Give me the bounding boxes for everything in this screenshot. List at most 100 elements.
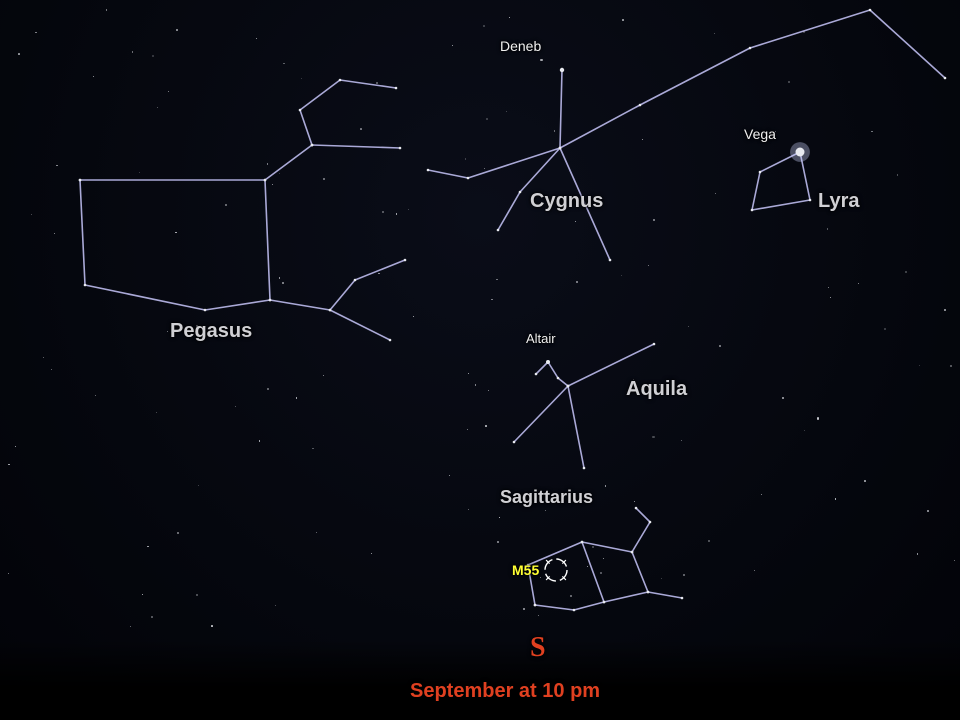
background-star	[897, 174, 899, 176]
background-star	[267, 388, 269, 390]
background-star	[54, 233, 55, 234]
vertex-star	[399, 147, 402, 150]
vertex-star	[944, 77, 947, 80]
background-star	[827, 228, 828, 229]
constellation-lines-layer	[0, 0, 960, 720]
background-star	[235, 406, 236, 407]
background-star	[139, 172, 140, 173]
vertex-star	[647, 591, 650, 594]
named-star-vega	[796, 148, 805, 157]
background-star	[376, 82, 378, 84]
background-star	[484, 168, 485, 169]
vertex-star	[311, 144, 314, 147]
background-star	[468, 373, 469, 374]
background-star	[509, 17, 510, 18]
vertex-star	[751, 209, 754, 212]
dso-label-m55: M55	[512, 562, 539, 578]
vertex-star	[631, 551, 634, 554]
background-star	[378, 273, 379, 274]
vertex-star	[603, 601, 606, 604]
background-star	[396, 213, 397, 214]
background-star	[142, 594, 143, 595]
star-chart: PegasusCygnusLyraAquilaSagittariusDenebV…	[0, 0, 960, 720]
vertex-star	[609, 259, 612, 262]
background-star	[272, 184, 273, 185]
background-star	[106, 9, 107, 10]
constellation-label-aquila: Aquila	[626, 378, 687, 401]
background-star	[475, 384, 476, 385]
background-star	[279, 277, 281, 279]
background-star	[830, 297, 831, 298]
dso-ring-m55	[545, 559, 567, 581]
background-star	[496, 279, 497, 280]
background-star	[301, 78, 302, 79]
vertex-star	[567, 385, 570, 388]
background-star	[540, 577, 541, 578]
background-star	[652, 436, 654, 438]
background-star	[587, 566, 588, 567]
background-star	[323, 178, 325, 180]
background-star	[316, 532, 317, 533]
constellation-label-pegasus: Pegasus	[170, 320, 252, 343]
background-star	[817, 417, 819, 419]
vertex-star	[535, 373, 538, 376]
background-star	[43, 357, 44, 358]
vertex-star	[639, 104, 642, 107]
background-star	[157, 107, 158, 108]
vertex-star	[534, 604, 537, 607]
vertex-star	[79, 179, 82, 182]
constellation-line-pegasus	[265, 145, 312, 180]
background-star	[267, 163, 269, 165]
background-star	[168, 91, 169, 92]
constellation-line-pegasus	[80, 180, 270, 310]
background-star	[804, 430, 805, 431]
dso-tick	[546, 576, 550, 580]
background-star	[483, 25, 485, 27]
vertex-star	[264, 179, 267, 182]
background-star	[540, 59, 542, 61]
background-star	[683, 574, 685, 576]
background-star	[605, 485, 607, 487]
vertex-star	[567, 385, 570, 388]
background-star	[688, 326, 689, 327]
constellation-line-aquila	[568, 386, 584, 468]
vertex-star	[567, 385, 570, 388]
constellation-label-lyra: Lyra	[818, 190, 860, 213]
vertex-star	[559, 147, 562, 150]
background-star	[835, 498, 836, 499]
background-star	[858, 283, 859, 284]
background-star	[681, 440, 682, 441]
vertex-star	[311, 144, 314, 147]
vertex-star	[631, 551, 634, 554]
background-star	[622, 19, 624, 21]
constellation-line-sagittarius	[528, 542, 648, 605]
background-star	[468, 509, 469, 510]
background-star	[176, 29, 178, 31]
background-star	[382, 211, 384, 213]
background-star	[452, 45, 453, 46]
background-star	[151, 616, 153, 618]
vertex-star	[395, 87, 398, 90]
vertex-star	[513, 441, 516, 444]
constellation-line-sagittarius	[632, 508, 650, 552]
background-star	[603, 558, 604, 559]
background-star	[719, 345, 721, 347]
background-star	[282, 282, 284, 284]
background-star	[871, 131, 873, 133]
constellation-line-pegasus	[312, 145, 400, 148]
background-star	[95, 395, 96, 396]
dso-tick	[546, 560, 550, 564]
vertex-star	[204, 309, 207, 312]
background-star	[570, 595, 572, 597]
background-star	[554, 130, 555, 131]
background-star	[275, 605, 276, 606]
background-star	[279, 173, 280, 174]
background-star	[371, 553, 372, 554]
vertex-star	[567, 385, 570, 388]
background-star	[198, 485, 199, 486]
background-star	[167, 331, 168, 332]
background-star	[523, 608, 525, 610]
constellation-line-lyra	[752, 152, 810, 210]
star-glow-vega	[790, 142, 810, 162]
background-star	[132, 51, 134, 53]
